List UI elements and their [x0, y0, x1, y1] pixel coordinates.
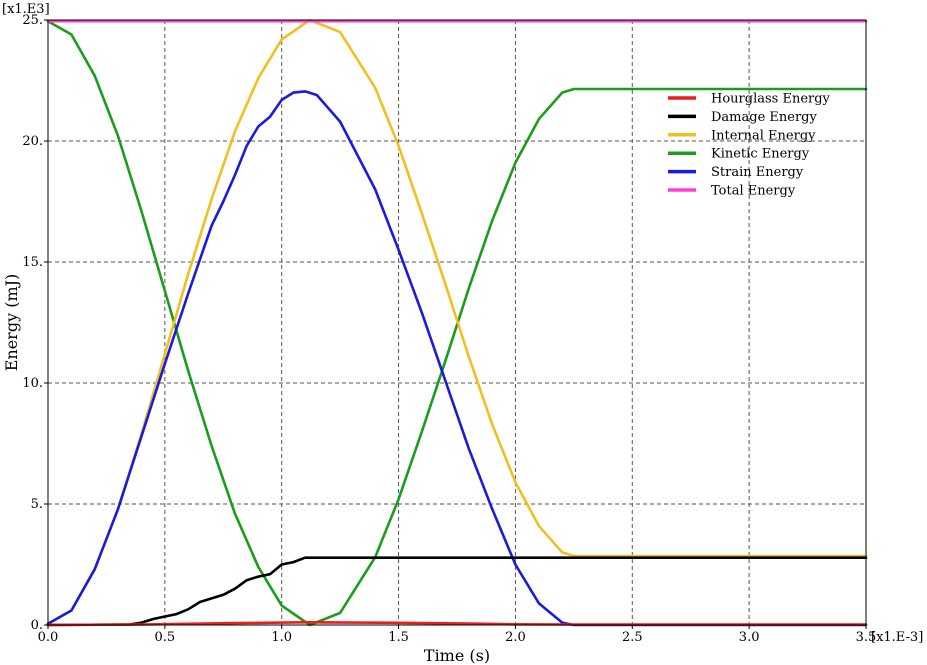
y-axis-ticks: 0. 5. 10. 15. 20. 25.	[22, 13, 48, 633]
x-tick-label: 3.0	[739, 630, 760, 645]
grid-lines	[48, 20, 866, 625]
x-axis-title: Time (s)	[424, 646, 490, 665]
y-tick-label: 20.	[22, 134, 43, 149]
x-tick-label: 2.5	[622, 630, 643, 645]
y-tick-label: 0.	[31, 618, 43, 633]
series-line-kinetic-energy	[46, 19, 868, 627]
legend-label-internal-energy: Internal Energy	[711, 128, 816, 143]
legend-label-kinetic-energy: Kinetic Energy	[711, 147, 810, 162]
y-tick-label: 25.	[22, 13, 43, 28]
legend: Hourglass Energy Damage Energy Internal En…	[668, 92, 831, 199]
x-tick-label: 1.5	[388, 630, 409, 645]
legend-label-total-energy: Total Energy	[711, 184, 796, 199]
x-tick-label: 1.0	[271, 630, 292, 645]
series-line-damage-energy	[46, 556, 868, 627]
legend-label-strain-energy: Strain Energy	[711, 165, 804, 180]
series-line-strain-energy	[46, 90, 868, 627]
x-tick-label: 2.0	[505, 630, 526, 645]
legend-label-hourglass-energy: Hourglass Energy	[711, 92, 831, 107]
x-tick-label: 0.5	[155, 630, 176, 645]
legend-label-damage-energy: Damage Energy	[711, 110, 817, 125]
x-tick-label: 0.0	[38, 630, 59, 645]
y-tick-label: 10.	[22, 376, 43, 391]
plot-frame	[47, 19, 867, 626]
y-tick-label: 15.	[22, 255, 43, 270]
x-axis-multiplier: [x1.E-3]	[871, 630, 923, 645]
y-axis-title: Energy (mJ)	[2, 274, 21, 372]
y-tick-label: 5.	[31, 497, 43, 512]
y-axis-multiplier: [x1.E3]	[2, 2, 50, 17]
x-tick-label: 3.5	[856, 630, 877, 645]
x-axis-ticks: 0.0 0.5 1.0 1.5 2.0 2.5 3.0 3.5	[38, 625, 877, 645]
